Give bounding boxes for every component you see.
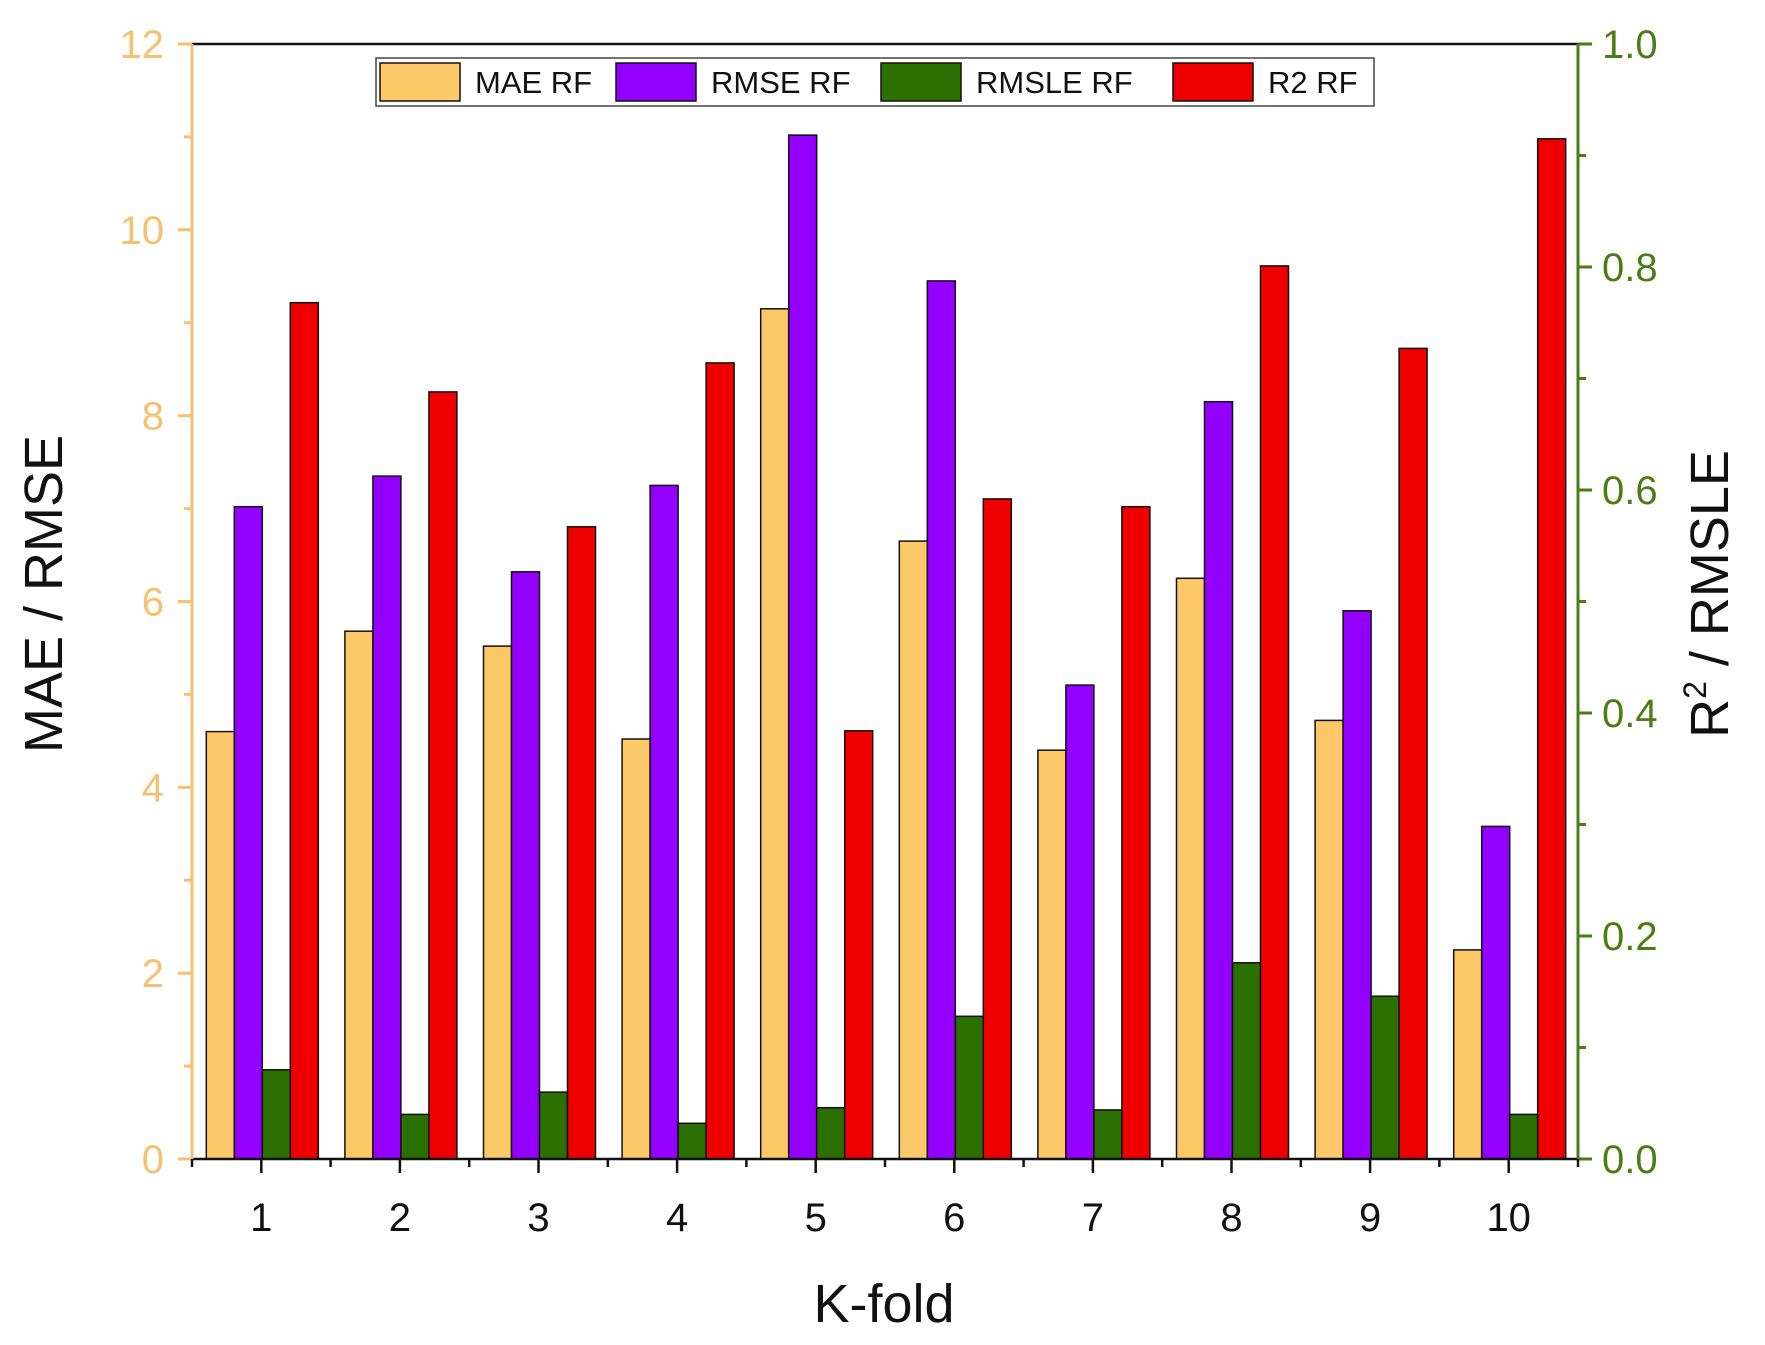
y-left-tick-label: 10 xyxy=(120,209,165,253)
y-axis-right-title-base: R xyxy=(1680,699,1740,738)
legend-swatch-rmse-rf xyxy=(615,62,697,102)
bar-mae-rf-fold-3 xyxy=(482,645,513,1160)
bar-rmsle-rf-fold-6 xyxy=(954,1015,985,1160)
bar-r2-rf-fold-10 xyxy=(1536,138,1567,1160)
y-axis-left-title: MAE / RMSE xyxy=(14,435,74,753)
y-left-tick-label: 2 xyxy=(142,952,164,996)
bars-layer xyxy=(205,134,1567,1160)
legend-label-rmsle-rf: RMSLE RF xyxy=(976,65,1133,100)
y-axis-right-title-rest: / RMSLE xyxy=(1680,450,1740,681)
x-tick-label: 3 xyxy=(527,1196,549,1240)
bar-mae-rf-fold-2 xyxy=(344,630,374,1160)
bar-r2-rf-fold-4 xyxy=(705,362,735,1160)
x-tick-label: 2 xyxy=(389,1196,411,1240)
y-right-tick-label: 0.6 xyxy=(1602,469,1658,513)
bar-r2-rf-fold-5 xyxy=(843,730,874,1160)
bar-rmse-rf-fold-3 xyxy=(510,571,541,1160)
bar-rmsle-rf-fold-8 xyxy=(1231,962,1262,1160)
legend-label-r2-rf: R2 RF xyxy=(1268,65,1358,100)
x-tick-label: 10 xyxy=(1486,1196,1531,1240)
legend-label-rmse-rf: RMSE RF xyxy=(711,65,851,100)
x-tick-label: 1 xyxy=(250,1196,272,1240)
bar-r2-rf-fold-9 xyxy=(1398,347,1428,1160)
bar-rmsle-rf-fold-5 xyxy=(815,1106,846,1160)
y-right-tick-label: 0.4 xyxy=(1602,692,1658,736)
bar-rmse-rf-fold-5 xyxy=(787,134,818,1160)
y-left-tick-label: 4 xyxy=(142,766,164,810)
bar-rmsle-rf-fold-10 xyxy=(1508,1113,1539,1160)
bar-rmsle-rf-fold-9 xyxy=(1370,995,1400,1160)
bar-r2-rf-fold-8 xyxy=(1259,265,1290,1160)
bar-rmsle-rf-fold-3 xyxy=(538,1091,569,1160)
bar-mae-rf-fold-6 xyxy=(898,540,929,1160)
y-left-tick-label: 8 xyxy=(142,395,164,439)
y-right-tick-label: 0.0 xyxy=(1602,1138,1658,1182)
x-axis-title: K-fold xyxy=(813,1274,954,1334)
y-left-tick-label: 6 xyxy=(142,581,164,625)
bar-r2-rf-fold-3 xyxy=(566,526,597,1160)
x-tick-label: 8 xyxy=(1220,1196,1242,1240)
x-tick-label: 6 xyxy=(943,1196,965,1240)
bar-rmsle-rf-fold-1 xyxy=(261,1069,292,1160)
bar-mae-rf-fold-7 xyxy=(1037,749,1067,1160)
legend-label-mae-rf: MAE RF xyxy=(475,65,592,100)
legend: MAE RF RMSE RF RMSLE RF R2 RF xyxy=(375,57,1375,107)
y-right-tick-label: 0.8 xyxy=(1602,246,1658,290)
bar-rmsle-rf-fold-2 xyxy=(400,1113,430,1160)
bar-rmse-rf-fold-2 xyxy=(372,475,402,1160)
bar-mae-rf-fold-10 xyxy=(1452,949,1483,1160)
legend-swatch-mae-rf xyxy=(379,62,461,102)
y-left-tick-label: 0 xyxy=(142,1138,164,1182)
bar-rmse-rf-fold-8 xyxy=(1203,400,1234,1160)
bar-rmse-rf-fold-9 xyxy=(1342,610,1372,1160)
bar-rmsle-rf-fold-7 xyxy=(1093,1109,1123,1160)
bar-mae-rf-fold-8 xyxy=(1175,577,1206,1160)
legend-swatch-r2-rf xyxy=(1172,62,1254,102)
y-right-tick-label: 0.2 xyxy=(1602,915,1658,959)
y-right-tick-label: 1.0 xyxy=(1602,23,1658,67)
x-tick-label: 9 xyxy=(1359,1196,1381,1240)
bar-r2-rf-fold-6 xyxy=(982,498,1013,1160)
bar-mae-rf-fold-9 xyxy=(1314,719,1344,1160)
bar-r2-rf-fold-1 xyxy=(289,301,320,1160)
bar-rmse-rf-fold-7 xyxy=(1065,684,1095,1160)
x-tick-label: 5 xyxy=(805,1196,827,1240)
bar-r2-rf-fold-2 xyxy=(428,391,458,1160)
bar-mae-rf-fold-5 xyxy=(759,308,790,1160)
bar-r2-rf-fold-7 xyxy=(1121,505,1151,1160)
y-axis-right-title: R2 / RMSLE xyxy=(1677,450,1740,738)
bar-rmse-rf-fold-1 xyxy=(233,505,264,1160)
x-tick-label: 4 xyxy=(666,1196,688,1240)
bar-rmsle-rf-fold-4 xyxy=(677,1122,707,1160)
bar-mae-rf-fold-4 xyxy=(621,738,651,1160)
bar-mae-rf-fold-1 xyxy=(205,730,236,1160)
bar-rmse-rf-fold-6 xyxy=(926,280,957,1160)
y-axis-right-title-sup: 2 xyxy=(1677,681,1713,699)
y-left-tick-label: 12 xyxy=(120,23,165,67)
bar-rmse-rf-fold-10 xyxy=(1480,825,1511,1160)
x-tick-label: 7 xyxy=(1082,1196,1104,1240)
legend-swatch-rmsle-rf xyxy=(880,62,962,102)
bar-rmse-rf-fold-4 xyxy=(649,484,679,1160)
